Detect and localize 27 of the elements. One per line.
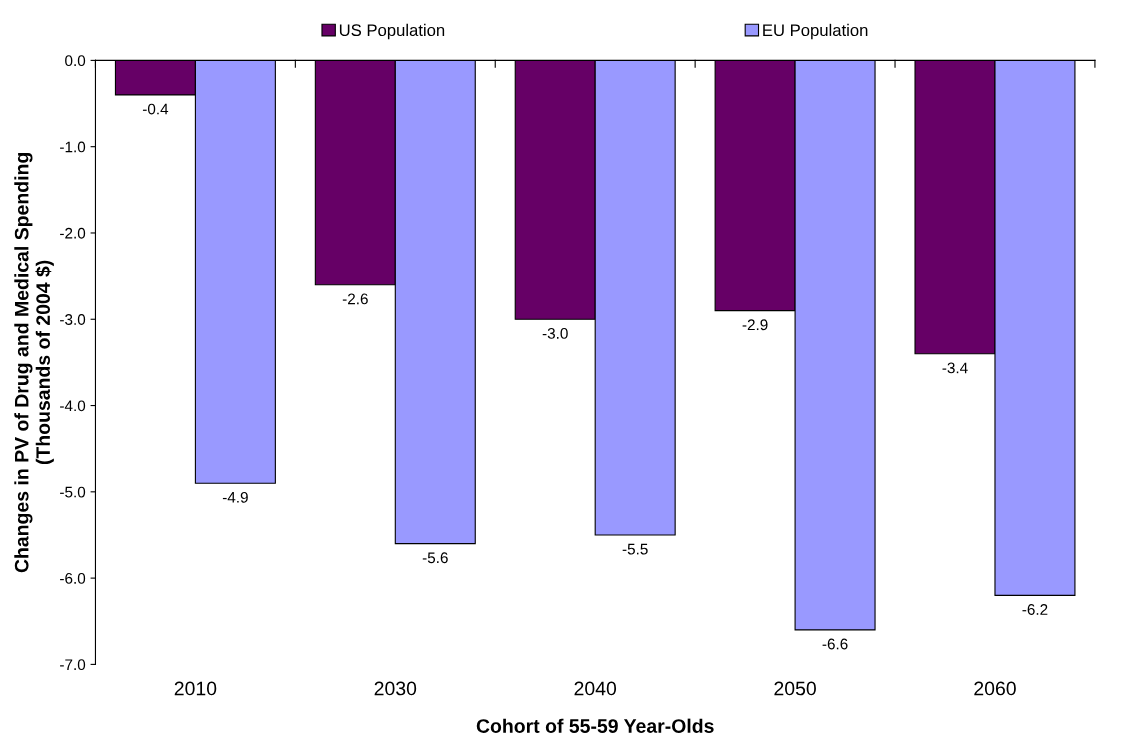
data-label: -6.2 [1022,604,1048,615]
x-tick-label: 2060 [974,681,1016,696]
data-label: -5.6 [422,552,448,564]
data-label: -2.9 [742,319,768,331]
y-tick-label: -7.0 [60,659,86,671]
x-tick-label: 2010 [174,681,217,696]
x-axis-title: Cohort of 55-59 Year-Olds [476,718,714,733]
x-tick-label: 2030 [374,681,417,696]
y-tick-label: -6.0 [60,572,86,584]
y-tick-label: -5.0 [60,486,86,498]
data-label: -0.4 [142,103,169,115]
x-tick-label: 2050 [774,681,816,696]
y-tick-label: -1.0 [60,141,86,153]
y-tick-label: 0.0 [65,55,86,67]
y-tick-label: -3.0 [60,314,86,325]
data-label: -2.6 [342,293,368,305]
legend-label: EU Population [763,23,868,40]
y-tick-label: -4.0 [60,400,86,412]
data-label: -5.5 [622,543,648,555]
y-axis-title: Changes in PV of Drug and Medical Spending (Thousands of 2004 $) [14,153,54,573]
data-label: -4.9 [222,491,248,503]
data-label: -3.0 [542,327,568,339]
y-tick-label: -2.0 [60,227,86,239]
data-label: -3.4 [942,362,968,374]
legend-label: US Population [339,23,445,40]
x-tick-label: 2040 [574,681,617,696]
data-label: -6.6 [822,638,848,650]
